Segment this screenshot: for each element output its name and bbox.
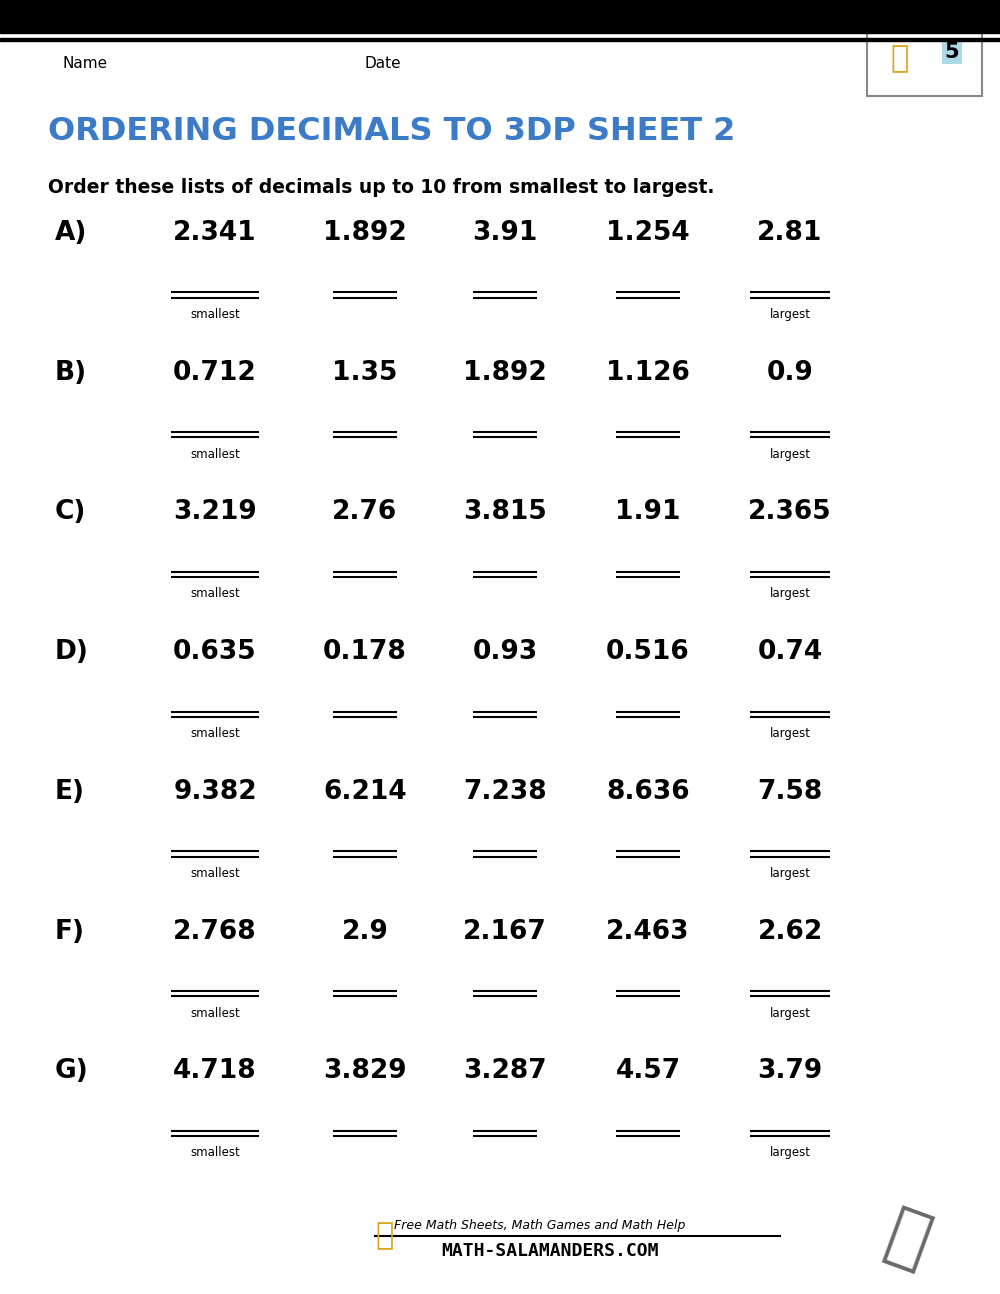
Text: Free Math Sheets, Math Games and Math Help: Free Math Sheets, Math Games and Math He… bbox=[394, 1219, 686, 1232]
Text: 2.81: 2.81 bbox=[757, 220, 823, 246]
Text: 7.238: 7.238 bbox=[463, 779, 547, 805]
Text: 2.9: 2.9 bbox=[342, 919, 388, 945]
Text: smallest: smallest bbox=[190, 727, 240, 740]
Bar bbox=[0, 38, 1000, 41]
Text: smallest: smallest bbox=[190, 308, 240, 321]
Text: 0.9: 0.9 bbox=[767, 360, 813, 386]
Text: 3.219: 3.219 bbox=[173, 499, 257, 525]
Text: smallest: smallest bbox=[190, 1146, 240, 1159]
Text: 8.636: 8.636 bbox=[606, 779, 690, 805]
Text: 2.76: 2.76 bbox=[332, 499, 398, 525]
Text: 9.382: 9.382 bbox=[173, 779, 257, 805]
Text: 0.712: 0.712 bbox=[173, 360, 257, 386]
Text: largest: largest bbox=[770, 1007, 810, 1020]
Text: largest: largest bbox=[770, 867, 810, 880]
Text: 2.167: 2.167 bbox=[463, 919, 547, 945]
Text: B): B) bbox=[55, 360, 87, 386]
Bar bbox=[0, 0, 1000, 34]
Text: 4.718: 4.718 bbox=[173, 1058, 257, 1084]
Text: 1.126: 1.126 bbox=[606, 360, 690, 386]
Text: 0.74: 0.74 bbox=[757, 639, 823, 665]
Text: 0.516: 0.516 bbox=[606, 639, 690, 665]
Text: A): A) bbox=[55, 220, 87, 246]
Text: D): D) bbox=[55, 639, 89, 665]
Text: largest: largest bbox=[770, 587, 810, 600]
Text: smallest: smallest bbox=[190, 867, 240, 880]
Text: largest: largest bbox=[770, 1146, 810, 1159]
Text: 5: 5 bbox=[945, 41, 959, 62]
Text: 3.287: 3.287 bbox=[463, 1058, 547, 1084]
Text: largest: largest bbox=[770, 448, 810, 461]
Bar bbox=[867, 18, 982, 96]
Text: 1.892: 1.892 bbox=[463, 360, 547, 386]
Text: 1.35: 1.35 bbox=[332, 360, 398, 386]
Text: smallest: smallest bbox=[190, 1007, 240, 1020]
Text: C): C) bbox=[55, 499, 86, 525]
Text: largest: largest bbox=[770, 727, 810, 740]
Text: largest: largest bbox=[770, 308, 810, 321]
Text: 4.57: 4.57 bbox=[615, 1058, 681, 1084]
Text: 3.829: 3.829 bbox=[323, 1058, 407, 1084]
Text: 3.91: 3.91 bbox=[472, 220, 538, 246]
Text: F): F) bbox=[55, 919, 85, 945]
Text: 3.79: 3.79 bbox=[757, 1058, 823, 1084]
Text: MATH-SALAMANDERS.COM: MATH-SALAMANDERS.COM bbox=[441, 1242, 659, 1260]
Text: Name: Name bbox=[62, 56, 107, 71]
Text: 2.463: 2.463 bbox=[606, 919, 690, 945]
Text: 🦎: 🦎 bbox=[877, 1201, 939, 1278]
Text: Date: Date bbox=[365, 56, 402, 71]
Text: 2.768: 2.768 bbox=[173, 919, 257, 945]
Text: 1.254: 1.254 bbox=[606, 220, 690, 246]
Text: Order these lists of decimals up to 10 from smallest to largest.: Order these lists of decimals up to 10 f… bbox=[48, 179, 714, 197]
Text: 6.214: 6.214 bbox=[323, 779, 407, 805]
Text: 0.93: 0.93 bbox=[472, 639, 538, 665]
Text: 0.178: 0.178 bbox=[323, 639, 407, 665]
Text: E): E) bbox=[55, 779, 85, 805]
Text: 🐍: 🐍 bbox=[376, 1222, 394, 1250]
Text: G): G) bbox=[55, 1058, 89, 1084]
Text: 0.635: 0.635 bbox=[173, 639, 257, 665]
Text: 2.62: 2.62 bbox=[757, 919, 823, 945]
Text: 1.892: 1.892 bbox=[323, 220, 407, 246]
Text: 🦎: 🦎 bbox=[891, 44, 909, 72]
Text: smallest: smallest bbox=[190, 448, 240, 461]
Text: smallest: smallest bbox=[190, 587, 240, 600]
Text: ORDERING DECIMALS TO 3DP SHEET 2: ORDERING DECIMALS TO 3DP SHEET 2 bbox=[48, 116, 735, 148]
Text: 3.815: 3.815 bbox=[463, 499, 547, 525]
Text: 2.341: 2.341 bbox=[173, 220, 257, 246]
Text: 1.91: 1.91 bbox=[615, 499, 681, 525]
Text: 7.58: 7.58 bbox=[757, 779, 823, 805]
Text: 2.365: 2.365 bbox=[748, 499, 832, 525]
